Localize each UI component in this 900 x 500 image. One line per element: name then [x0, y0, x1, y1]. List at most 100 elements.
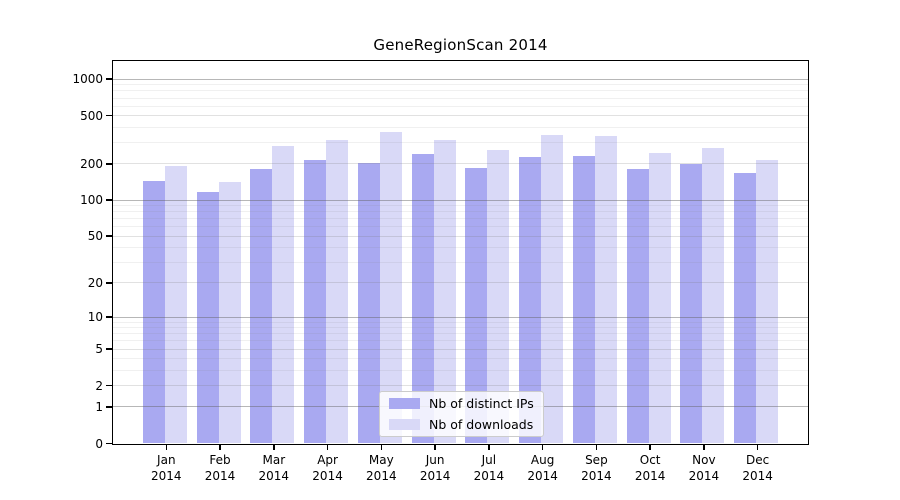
y-tick-mark	[106, 163, 113, 165]
y-tick-mark	[106, 282, 113, 284]
y-tick-mark	[106, 235, 113, 237]
bar-downloads-1	[218, 182, 241, 443]
x-tick-label-5: Jun 2014	[419, 453, 451, 483]
y-tick-mark	[106, 78, 113, 80]
bar-downloads-3	[326, 140, 349, 443]
bar-distinct-ips-8	[572, 156, 595, 443]
gridline-700	[113, 97, 808, 99]
gridline-3	[113, 369, 808, 371]
legend-label-downloads: Nb of downloads	[429, 417, 534, 432]
gridline-10	[113, 316, 808, 318]
x-tick-mark	[219, 445, 221, 450]
bar-downloads-11	[756, 160, 779, 443]
x-tick-label-3: Apr 2014	[312, 453, 343, 483]
y-tick-label-100: 100	[80, 193, 103, 208]
plot-area	[112, 60, 809, 445]
y-tick-label-5: 5	[95, 342, 103, 357]
x-tick-label-7: Aug 2014	[527, 453, 558, 483]
y-tick-label-500: 500	[80, 108, 103, 123]
bar-downloads-4	[379, 131, 402, 443]
y-tick-mark	[106, 384, 113, 387]
gridline-50	[113, 235, 808, 237]
x-tick-label-2: Mar 2014	[258, 453, 290, 483]
x-tick-mark	[541, 445, 544, 450]
x-tick-mark	[488, 445, 490, 450]
bars-layer	[113, 61, 808, 444]
gridline-30	[113, 261, 808, 263]
gridline-500	[113, 115, 808, 117]
x-tick-label-0: Jan 2014	[151, 453, 182, 483]
y-tick-mark	[106, 316, 113, 318]
bar-downloads-0	[164, 166, 187, 443]
gridline-40	[113, 247, 808, 249]
x-tick-mark	[649, 445, 651, 450]
x-tick-label-11: Dec 2014	[742, 453, 773, 483]
y-tick-mark	[106, 442, 113, 445]
gridline-20	[113, 282, 808, 284]
gridline-200	[113, 163, 808, 165]
chart-title: GeneRegionScan 2014	[373, 36, 548, 54]
gridline-8	[113, 327, 808, 329]
gridline-800	[113, 90, 808, 92]
y-tick-label-1000: 1000	[72, 72, 103, 87]
gridline-9	[113, 321, 808, 323]
bar-downloads-5	[433, 139, 456, 443]
x-tick-label-8: Sep 2014	[581, 453, 612, 483]
y-tick-mark	[106, 199, 113, 201]
x-tick-mark	[326, 445, 329, 450]
gridline-90	[113, 205, 808, 207]
legend-row-downloads: Nb of downloads	[389, 417, 534, 432]
y-tick-mark	[106, 114, 113, 117]
y-tick-label-0: 0	[95, 436, 103, 451]
y-tick-label-2: 2	[95, 378, 103, 393]
bar-distinct-ips-3	[304, 160, 327, 443]
legend: Nb of distinct IPs Nb of downloads	[379, 391, 544, 437]
gridline-70	[113, 218, 808, 220]
legend-swatch-downloads	[389, 419, 420, 430]
grid-layer	[113, 61, 808, 444]
bar-distinct-ips-2	[250, 168, 273, 443]
y-tick-label-50: 50	[87, 229, 103, 244]
bar-downloads-10	[702, 148, 725, 443]
bar-distinct-ips-0	[142, 181, 165, 443]
gridline-6	[113, 340, 808, 342]
gridline-2	[113, 385, 808, 387]
legend-label-distinct-ips: Nb of distinct IPs	[429, 396, 534, 411]
bar-distinct-ips-9	[626, 168, 649, 443]
x-tick-mark	[273, 445, 275, 450]
gridline-80	[113, 211, 808, 213]
x-tick-label-1: Feb 2014	[204, 453, 236, 483]
bar-downloads-7	[541, 134, 564, 443]
x-tick-label-4: May 2014	[366, 453, 397, 483]
y-tick-mark	[106, 348, 113, 350]
bar-downloads-2	[272, 145, 295, 443]
bar-downloads-9	[648, 152, 671, 443]
bar-distinct-ips-10	[680, 164, 703, 443]
gridline-1000	[113, 78, 808, 80]
x-tick-label-6: Jul 2014	[473, 453, 505, 483]
bar-distinct-ips-6	[465, 168, 488, 443]
gridline-5	[113, 348, 808, 350]
bar-distinct-ips-7	[519, 157, 542, 443]
bar-distinct-ips-11	[734, 173, 757, 443]
gridline-300	[113, 142, 808, 144]
legend-row-distinct-ips: Nb of distinct IPs	[389, 396, 534, 411]
x-tick-mark	[703, 445, 705, 450]
y-tick-mark	[106, 406, 113, 408]
bar-downloads-8	[594, 136, 617, 443]
x-tick-label-10: Nov 2014	[688, 453, 720, 483]
gridline-400	[113, 126, 808, 128]
y-tick-label-20: 20	[87, 275, 103, 290]
bar-distinct-ips-4	[357, 162, 380, 443]
gridline-60	[113, 226, 808, 228]
x-tick-label-9: Oct 2014	[634, 453, 666, 483]
x-tick-mark	[434, 445, 436, 450]
x-tick-mark	[165, 445, 168, 450]
x-tick-mark	[595, 445, 598, 450]
y-tick-label-200: 200	[80, 156, 103, 171]
gridline-900	[113, 84, 808, 86]
bar-downloads-6	[487, 149, 510, 443]
y-tick-label-1: 1	[95, 399, 103, 414]
gridline-4	[113, 358, 808, 360]
